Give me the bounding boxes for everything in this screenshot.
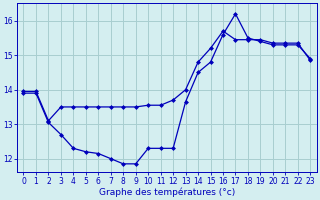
X-axis label: Graphe des températures (°c): Graphe des températures (°c) [99,187,235,197]
